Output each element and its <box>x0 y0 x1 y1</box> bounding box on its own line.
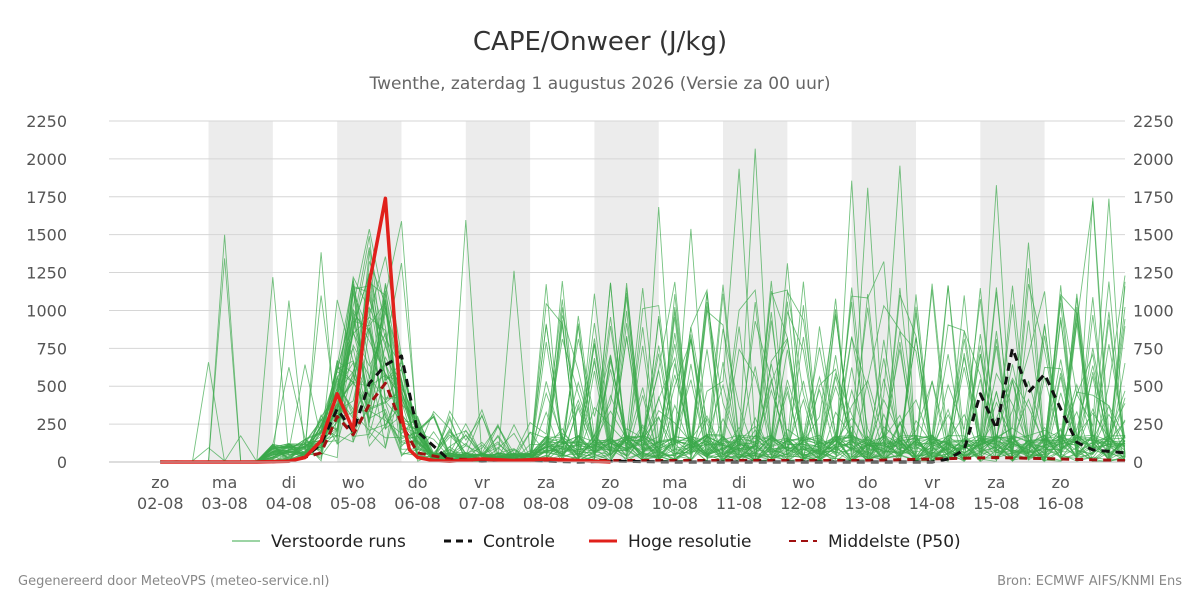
x-tick-day: zo <box>151 473 169 492</box>
legend-ensemble-label: Verstoorde runs <box>271 532 406 552</box>
x-tick-day: do <box>408 473 428 492</box>
x-tick-day: za <box>987 473 1005 492</box>
x-tick-date: 16-08 <box>1037 494 1084 513</box>
x-tick-date: 14-08 <box>909 494 956 513</box>
y-axis-right: 0 250 500 750 1000 1250 1500 1750 2000 2250 <box>1133 112 1174 472</box>
weekend-band-0 <box>208 121 273 462</box>
y-tick-right: 750 <box>1133 339 1164 358</box>
weekend-band-2 <box>465 121 531 462</box>
y-tick-left: 1500 <box>26 226 67 245</box>
y-tick-right: 1750 <box>1133 188 1174 207</box>
y-tick-left: 2250 <box>26 112 67 131</box>
x-tick-date: 05-08 <box>330 494 377 513</box>
y-tick-right: 500 <box>1133 377 1164 396</box>
legend-control-label: Controle <box>483 532 555 552</box>
y-tick-right: 1250 <box>1133 264 1174 283</box>
x-tick-day: za <box>537 473 555 492</box>
y-tick-right: 0 <box>1133 453 1143 472</box>
x-tick-day: ma <box>662 473 687 492</box>
x-tick-date: 03-08 <box>201 494 248 513</box>
x-tick-date: 10-08 <box>652 494 699 513</box>
x-tick-day: di <box>282 473 297 492</box>
x-tick-date: 11-08 <box>716 494 763 513</box>
x-tick-day: vr <box>474 473 490 492</box>
x-tick-day: wo <box>792 473 815 492</box>
y-tick-left: 1000 <box>26 301 67 320</box>
x-tick-day: vr <box>924 473 940 492</box>
y-tick-right: 250 <box>1133 415 1164 434</box>
x-tick-day: zo <box>1052 473 1070 492</box>
footer-generator: Gegenereerd door MeteoVPS (meteo-service… <box>18 574 329 589</box>
y-tick-right: 2000 <box>1133 150 1174 169</box>
x-tick-day: di <box>732 473 747 492</box>
y-axis-left: 0 250 500 750 1000 1250 1500 1750 2000 2250 <box>26 112 67 472</box>
x-tick-day: zo <box>601 473 619 492</box>
series-middelste-p50- <box>160 381 1126 464</box>
y-tick-left: 2000 <box>26 150 67 169</box>
x-tick-day: wo <box>342 473 365 492</box>
x-tick-date: 04-08 <box>266 494 313 513</box>
ensemble-run-48 <box>160 201 1126 463</box>
y-tick-left: 0 <box>57 453 67 472</box>
x-tick-date: 09-08 <box>587 494 634 513</box>
x-tick-date: 07-08 <box>459 494 506 513</box>
ensemble-run-45 <box>160 270 1126 463</box>
legend: Verstoorde runs Controle Hoge resolutie … <box>232 532 961 552</box>
x-tick-date: 02-08 <box>137 494 184 513</box>
x-tick-date: 15-08 <box>973 494 1020 513</box>
y-tick-right: 1000 <box>1133 301 1174 320</box>
chart-subtitle: Twenthe, zaterdag 1 augustus 2026 (Versi… <box>369 74 831 94</box>
y-tick-left: 500 <box>36 377 67 396</box>
x-tick-date: 06-08 <box>394 494 441 513</box>
y-tick-left: 750 <box>36 339 67 358</box>
legend-hires-label: Hoge resolutie <box>628 532 752 552</box>
x-tick-date: 13-08 <box>844 494 891 513</box>
y-tick-left: 250 <box>36 415 67 434</box>
x-tick-day: do <box>858 473 878 492</box>
footer-source: Bron: ECMWF AIFS/KNMI Ens <box>997 574 1182 589</box>
chart-title: CAPE/Onweer (J/kg) <box>473 27 727 57</box>
y-tick-right: 2250 <box>1133 112 1174 131</box>
x-tick-day: ma <box>212 473 237 492</box>
legend-median-label: Middelste (P50) <box>828 532 961 552</box>
x-tick-date: 08-08 <box>523 494 570 513</box>
y-tick-right: 1500 <box>1133 226 1174 245</box>
x-tick-date: 12-08 <box>780 494 827 513</box>
y-tick-left: 1750 <box>26 188 67 207</box>
x-axis: zo 02-08 ma 03-08 di 04-08 wo 05-08 do 06-08 vr 07-… <box>109 461 1125 513</box>
y-tick-left: 1250 <box>26 264 67 283</box>
